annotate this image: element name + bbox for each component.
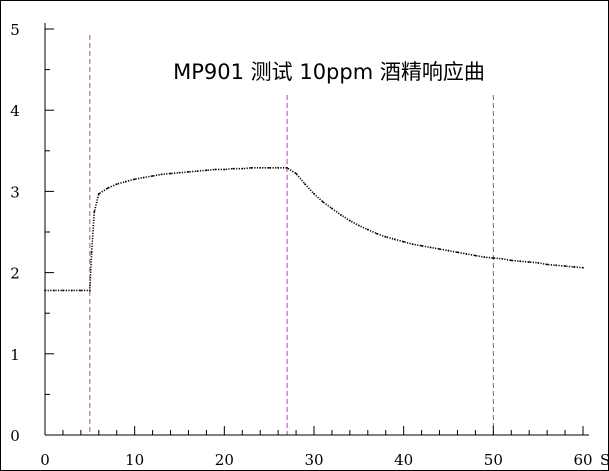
y-tick-label: 0 (10, 427, 20, 445)
data-point (528, 261, 531, 263)
data-point (357, 224, 360, 227)
data-point (366, 228, 369, 231)
axes (44, 23, 589, 436)
data-point (169, 172, 172, 175)
x-axis-unit-label: S (600, 451, 608, 469)
data-point (402, 240, 405, 243)
data-point (375, 232, 378, 235)
data-point (286, 166, 288, 169)
x-tick-label: 20 (215, 451, 234, 469)
data-point (160, 173, 163, 176)
data-point (573, 266, 575, 268)
data-point (90, 251, 93, 254)
data-point (519, 260, 522, 263)
data-point (124, 180, 127, 183)
data-point (214, 168, 217, 171)
x-tick-label: 30 (304, 451, 323, 469)
data-point (93, 210, 96, 213)
vertical-markers (89, 35, 494, 435)
data-point (411, 243, 414, 246)
data-point (133, 178, 136, 181)
x-tick-label: 40 (394, 451, 413, 469)
data-point (88, 289, 91, 292)
data-point (456, 251, 459, 254)
x-tick-label: 60 (573, 451, 592, 469)
data-point (79, 289, 82, 292)
ticks (44, 28, 584, 436)
data-point (331, 207, 333, 210)
data-point (429, 246, 432, 249)
data-point (348, 219, 351, 222)
data-point (71, 289, 73, 292)
data-point (178, 171, 181, 174)
data-point (564, 265, 566, 268)
data-point (277, 166, 280, 169)
data-point (250, 166, 253, 169)
data-point (420, 244, 423, 247)
data-point (97, 192, 100, 195)
data-point (268, 166, 271, 169)
y-tick-label: 5 (10, 21, 20, 39)
data-point (232, 167, 235, 170)
data-point (115, 183, 118, 185)
data-point (510, 259, 513, 262)
data-point (259, 166, 262, 169)
data-point (142, 176, 145, 179)
chart-title: MP901 测试 10ppm 酒精响应曲 (173, 60, 485, 84)
data-point (62, 289, 64, 292)
data-point (555, 264, 557, 267)
data-point (322, 201, 324, 203)
data-point (151, 175, 154, 177)
y-tick-label: 2 (10, 265, 20, 283)
data-point (492, 257, 495, 259)
data-point (223, 168, 226, 171)
data-point (447, 249, 450, 252)
data-point (304, 183, 306, 185)
x-tick-label: 10 (125, 451, 144, 469)
data-point (438, 248, 441, 250)
data-point (241, 167, 244, 170)
tick-labels: 0 10 20 30 40 50 60 0 1 2 3 4 5 (10, 21, 592, 469)
data-point (465, 253, 468, 255)
data-point (295, 172, 297, 175)
data-point (187, 171, 190, 173)
data-point (196, 170, 199, 173)
y-tick-label: 3 (10, 183, 20, 201)
data-point (483, 256, 486, 259)
data-point (313, 192, 315, 195)
data-point (582, 266, 584, 269)
data-point (393, 238, 396, 241)
x-tick-label: 0 (40, 451, 50, 469)
data-point (340, 214, 342, 216)
data-point (546, 263, 549, 266)
data-point (537, 261, 540, 264)
data-point (205, 169, 208, 172)
data-point (501, 257, 504, 260)
series-line-0 (45, 167, 584, 292)
y-tick-label: 1 (10, 346, 20, 364)
series-layer (44, 166, 584, 292)
data-point (474, 254, 477, 257)
y-tick-label: 4 (10, 102, 20, 120)
data-point (106, 187, 109, 190)
data-point (384, 235, 387, 238)
x-tick-label: 50 (484, 451, 503, 469)
data-point (53, 289, 55, 292)
